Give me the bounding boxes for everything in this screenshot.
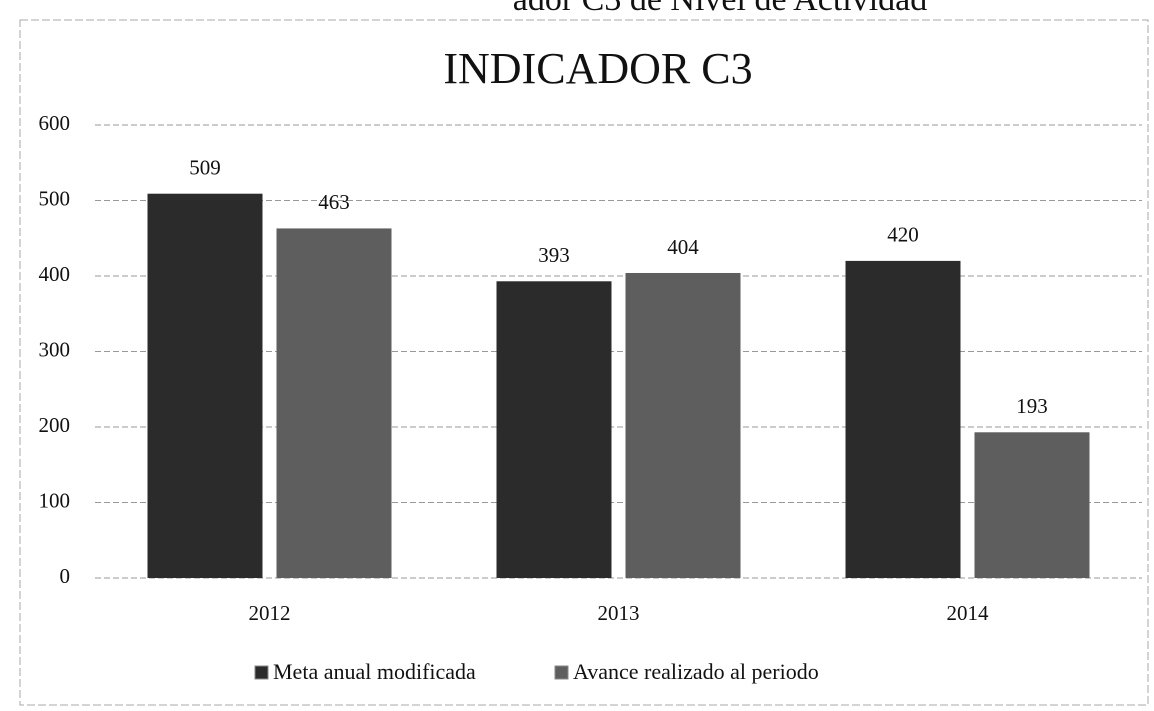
y-tick-label: 600 (39, 111, 71, 135)
value-label: 420 (887, 223, 919, 247)
x-tick-label: 2014 (947, 601, 990, 625)
value-label: 193 (1016, 394, 1048, 418)
x-tick-label: 2013 (598, 601, 640, 625)
legend-swatch (254, 665, 269, 680)
legend-label: Meta anual modificada (273, 659, 476, 684)
y-tick-label: 200 (39, 413, 71, 437)
legend-swatch (554, 665, 569, 680)
bar (147, 193, 263, 578)
y-tick-label: 100 (39, 488, 71, 512)
bar (625, 272, 741, 578)
legend-label: Avance realizado al periodo (573, 659, 819, 684)
chart-title: INDICADOR C3 (443, 44, 752, 93)
bar (496, 281, 612, 578)
y-tick-label: 0 (60, 564, 71, 588)
bar (276, 228, 392, 578)
value-label: 393 (538, 243, 570, 267)
header: ador C3 de Nivel de Actividad (513, 0, 928, 18)
chart-border (19, 19, 1149, 706)
x-tick-label: 2012 (249, 601, 291, 625)
y-tick-label: 400 (39, 262, 71, 286)
bar (845, 260, 961, 578)
y-tick-label: 500 (39, 186, 71, 210)
y-tick-label: 300 (39, 337, 71, 361)
value-label: 509 (189, 156, 221, 180)
value-label: 463 (318, 190, 350, 214)
bar (974, 432, 1090, 578)
value-label: 404 (667, 235, 699, 259)
